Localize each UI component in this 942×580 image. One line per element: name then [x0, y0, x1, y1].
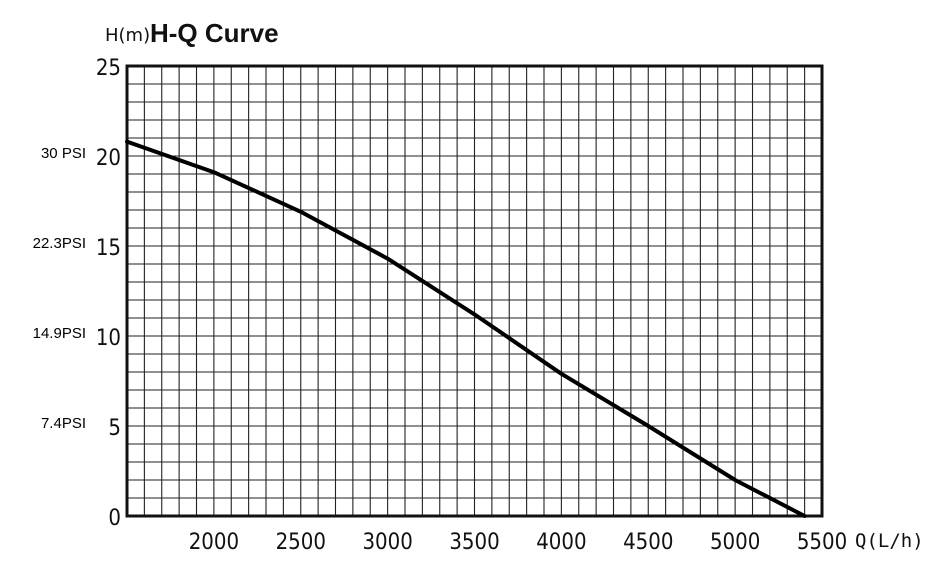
psi-label: 30 PSI	[41, 145, 86, 162]
tick-labels: 2000 2500 3000 3500 4000 4500 5000 5500 0 5 10 15 20…	[96, 56, 847, 555]
plot-frame	[125, 64, 824, 518]
psi-label: 22.3PSI	[33, 235, 86, 252]
curve-layer	[125, 139, 807, 518]
x-tick-label: 4500	[623, 530, 673, 555]
psi-label: 14.9PSI	[33, 325, 86, 342]
x-tick-label: 5500	[797, 530, 847, 555]
y-tick-label: 25	[96, 56, 121, 81]
y-axis-label: H(m)	[105, 25, 150, 46]
x-tick-label: 3000	[362, 530, 412, 555]
psi-labels: 30 PSI 22.3PSI 14.9PSI 7.4PSI	[33, 145, 86, 432]
x-tick-label: 5000	[710, 530, 760, 555]
y-tick-label: 20	[96, 146, 121, 171]
hq-curve-line	[125, 139, 807, 518]
x-tick-label: 3500	[449, 530, 499, 555]
psi-label: 7.4PSI	[41, 415, 86, 432]
grid	[127, 66, 822, 516]
x-axis-label: Q(L/h)	[855, 530, 924, 552]
y-tick-label: 10	[96, 326, 121, 351]
x-tick-label: 4000	[536, 530, 586, 555]
x-tick-label: 2500	[276, 530, 326, 555]
y-tick-label: 5	[108, 416, 121, 441]
y-tick-label: 0	[108, 506, 121, 531]
x-tick-label: 2000	[189, 530, 239, 555]
y-tick-label: 15	[96, 236, 121, 261]
chart-title: H-Q Curve	[150, 18, 279, 48]
